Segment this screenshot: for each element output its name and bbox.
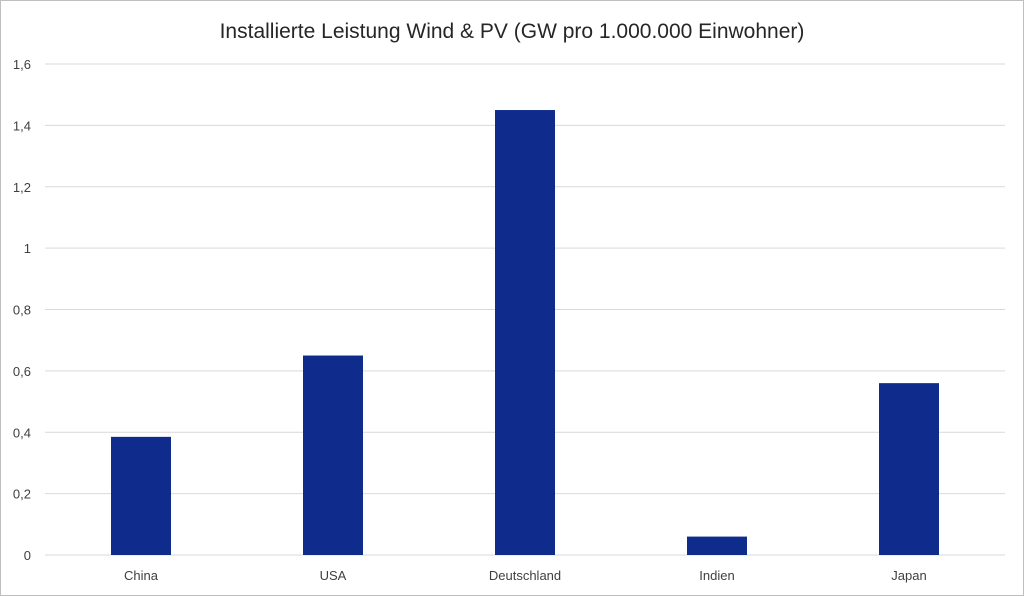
bar-deutschland [495,110,555,555]
y-tick-label: 1 [24,241,31,256]
y-tick-label: 1,6 [13,57,31,72]
y-tick-label: 0,8 [13,303,31,318]
y-tick-label: 1,4 [13,118,31,133]
bar-usa [303,355,363,555]
x-tick-label: Indien [699,568,734,583]
y-tick-label: 0,2 [13,487,31,502]
bar-china [111,436,171,555]
chart-title: Installierte Leistung Wind & PV (GW pro … [220,20,805,43]
x-tick-label: USA [320,568,347,583]
y-tick-label: 1,2 [13,180,31,195]
x-tick-label: Deutschland [489,568,561,583]
y-tick-label: 0,6 [13,364,31,379]
y-tick-label: 0 [24,548,31,563]
x-tick-label: China [124,568,159,583]
bar-indien [687,536,747,555]
y-tick-label: 0,4 [13,425,31,440]
x-tick-label: Japan [891,568,926,583]
bar-japan [879,383,939,555]
